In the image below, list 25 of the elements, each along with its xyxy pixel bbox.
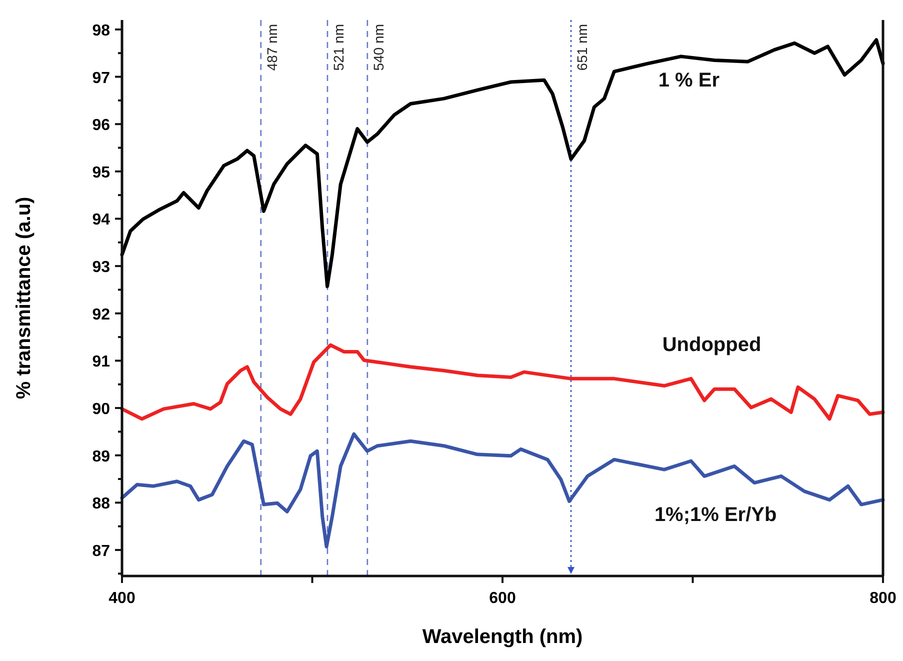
x-tick-label: 600: [489, 590, 516, 607]
x-tick-label: 400: [108, 590, 136, 607]
y-tick-label: 98: [92, 22, 110, 40]
ref-line-label: 651 nm: [574, 24, 590, 71]
ref-line-label: 487 nm: [264, 24, 280, 71]
series-label: 1%;1% Er/Yb: [654, 504, 777, 526]
y-tick-label: 88: [92, 496, 110, 513]
y-tick-label: 90: [92, 401, 110, 418]
y-tick-label: 89: [92, 448, 110, 466]
line-series: [120, 432, 885, 548]
x-axis-title: Wavelength (nm): [422, 626, 583, 648]
y-tick-label: 91: [92, 354, 110, 371]
y-tick-label: 96: [92, 117, 110, 134]
y-tick-label: 97: [92, 70, 110, 87]
y-tick-label: 87: [92, 542, 110, 560]
series-label: Undopped: [662, 334, 762, 356]
series-label: 1 % Er: [658, 69, 720, 92]
y-axis-title: % transmittance (a.u): [13, 196, 35, 400]
y-tick-label: 93: [92, 259, 110, 276]
y-tick-label: 92: [92, 306, 110, 324]
ref-line-label: 521 nm: [330, 24, 346, 71]
y-tick-label: 94: [92, 212, 110, 229]
y-tick-label: 95: [92, 164, 110, 182]
ref-line-label: 540 nm: [370, 24, 386, 71]
x-tick-label: 800: [870, 590, 896, 607]
